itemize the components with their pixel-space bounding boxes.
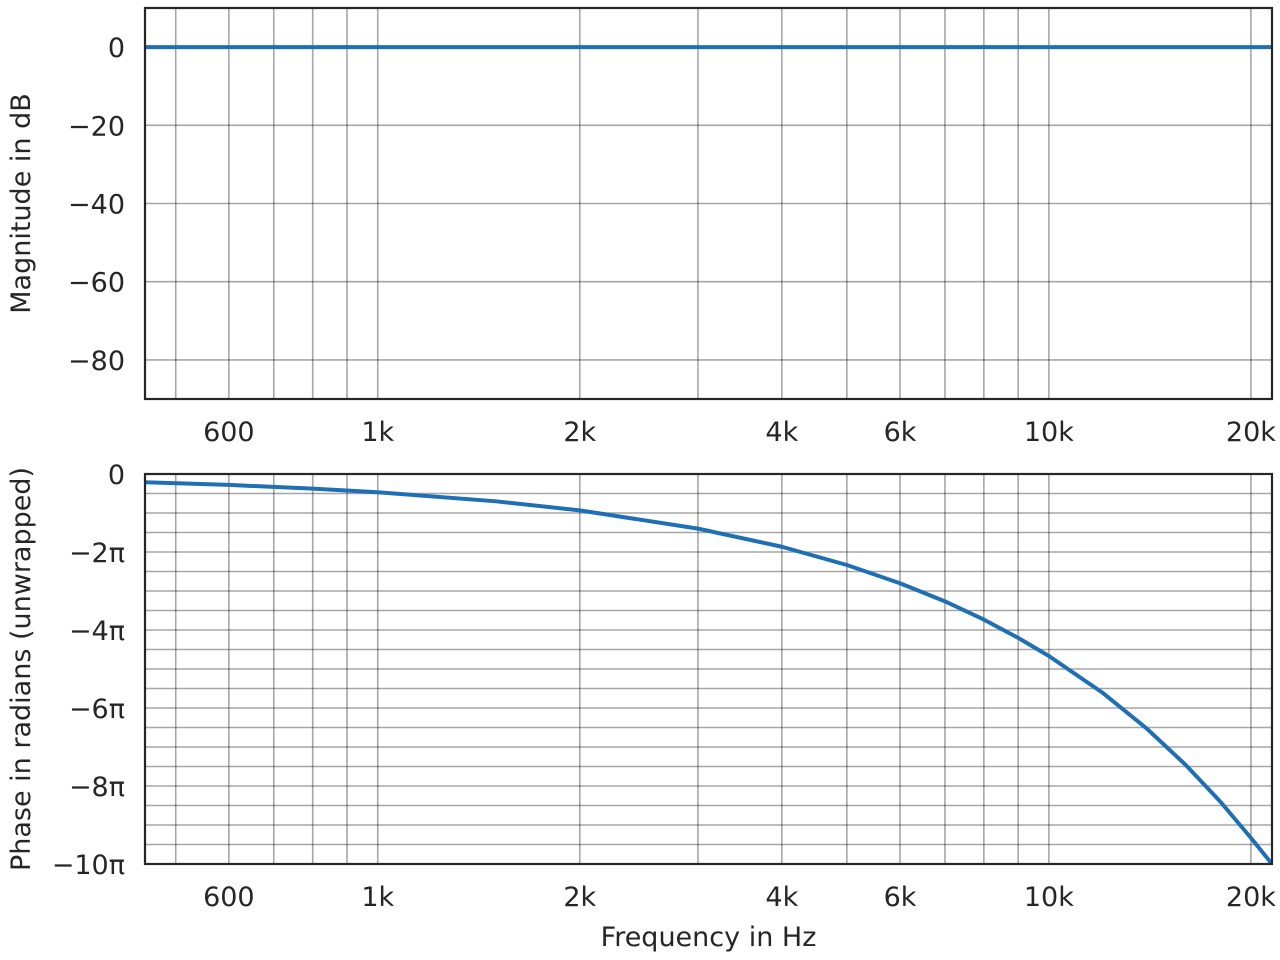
phase-x-tick-label: 2k <box>563 882 596 913</box>
magnitude-x-tick-label: 4k <box>765 417 798 448</box>
phase-y-tick-label: −4π <box>69 616 125 647</box>
phase-y-tick-label: −10π <box>52 850 125 881</box>
phase-axes-frame <box>143 472 1274 866</box>
phase-series-line <box>145 480 1272 864</box>
magnitude-y-tick-label: −20 <box>68 111 125 142</box>
phase-panel: 600 1k 2k 4k 6k 10k 20k 0 −2π −4π −6π −8π −10π Phase … <box>6 460 1276 953</box>
phase-y-tick-label: 0 <box>108 460 125 491</box>
magnitude-panel: 600 1k 2k 4k 6k 10k 20k 0 −20 −40 −60 −80 Magnitude … <box>6 6 1276 448</box>
phase-x-tick-label: 4k <box>765 882 798 913</box>
magnitude-x-tick-label: 20k <box>1226 417 1276 448</box>
magnitude-x-tick-label: 600 <box>203 417 255 448</box>
magnitude-axes-frame <box>143 6 1274 401</box>
phase-y-tick-label: −8π <box>69 772 125 803</box>
magnitude-x-tick-label: 2k <box>563 417 596 448</box>
phase-x-axis-label: Frequency in Hz <box>601 922 817 953</box>
phase-x-tick-label: 600 <box>203 882 255 913</box>
phase-y-tick-label: −6π <box>69 694 125 725</box>
magnitude-x-tick-label: 10k <box>1024 417 1074 448</box>
phase-y-tick-label: −2π <box>69 538 125 569</box>
magnitude-y-tick-label: −60 <box>68 268 125 299</box>
phase-x-tick-label: 6k <box>884 882 917 913</box>
phase-y-axis-label: Phase in radians (unwrapped) <box>6 467 37 871</box>
phase-x-tick-label: 10k <box>1024 882 1074 913</box>
magnitude-x-tick-label: 6k <box>884 417 917 448</box>
magnitude-y-axis-label: Magnitude in dB <box>6 93 37 313</box>
magnitude-y-tick-label: −80 <box>68 346 125 377</box>
magnitude-y-tick-label: 0 <box>108 33 125 64</box>
magnitude-y-tick-label: −40 <box>68 190 125 221</box>
phase-x-tick-label: 20k <box>1226 882 1276 913</box>
phase-x-tick-label: 1k <box>361 882 394 913</box>
magnitude-x-tick-label: 1k <box>361 417 394 448</box>
